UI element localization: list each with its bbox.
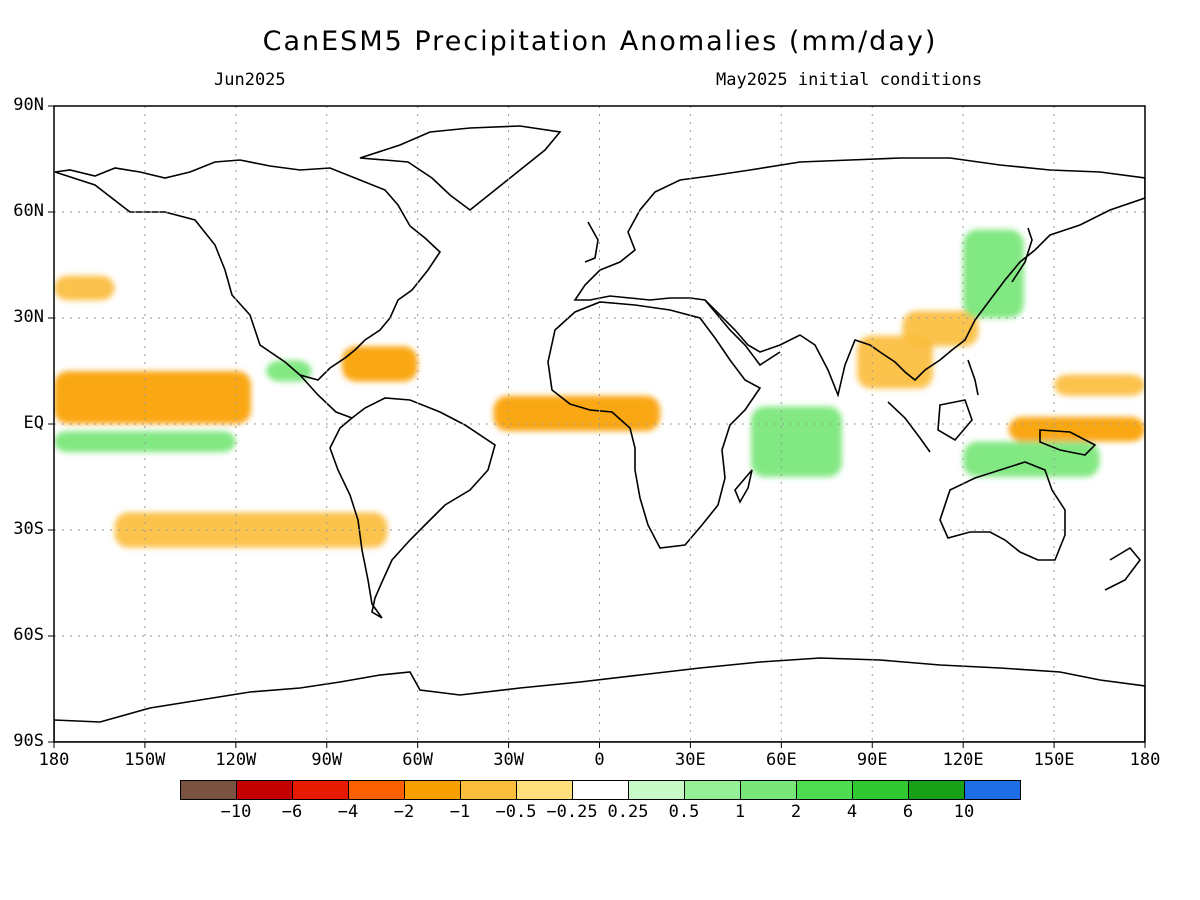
lon-label-150E: 150E (1033, 750, 1075, 770)
map-title: CanESM5 Precipitation Anomalies (mm/day) (262, 26, 938, 57)
lat-label-30N: 30N (13, 307, 44, 327)
coastlines (54, 125, 1145, 742)
anomaly-region-6 (1008, 416, 1145, 442)
anomaly-region-13 (54, 275, 115, 301)
anomaly-region-0 (54, 371, 251, 424)
colorbar-swatch-6 (516, 780, 573, 800)
colorbar-swatch-1 (236, 780, 293, 800)
colorbar-swatch-5 (460, 780, 517, 800)
anomaly-region-2 (341, 346, 418, 382)
lon-label-60W: 60W (402, 750, 434, 770)
colorbar-swatch-9 (684, 780, 741, 800)
coast-new-zealand (1104, 546, 1142, 591)
colorbar-swatch-12 (852, 780, 909, 800)
colorbar-swatch-3 (348, 780, 405, 800)
valid-month-label: Jun2025 (214, 70, 286, 90)
colorbar-swatch-11 (796, 780, 853, 800)
colorbar-label: 2 (790, 802, 802, 822)
colorbar-label: 0.25 (607, 802, 649, 822)
anomaly-region-7 (114, 512, 388, 548)
colorbar-label: 6 (902, 802, 914, 822)
lon-label-30E: 30E (675, 750, 706, 770)
axis-ticks (48, 105, 1146, 748)
lon-label-0: 0 (594, 750, 605, 770)
init-conditions-label: May2025 initial conditions (716, 70, 983, 90)
coast-japan (1011, 227, 1033, 283)
lon-label-30W: 30W (493, 750, 524, 770)
lat-label-60S: 60S (13, 625, 44, 645)
coast-new-guinea (1039, 429, 1097, 456)
lat-label-EQ: EQ (23, 413, 44, 433)
anomaly-field (54, 229, 1145, 548)
coast-greenland (359, 125, 562, 212)
coast-sumatra (887, 401, 931, 453)
coast-antarctica (54, 657, 1145, 742)
lon-label-180: 180 (1129, 750, 1161, 770)
colorbar-swatch-8 (628, 780, 685, 800)
colorbar-swatch-2 (292, 780, 349, 800)
lat-label-60N: 60N (13, 201, 44, 221)
anomaly-region-11 (54, 431, 236, 453)
lat-label-90N: 90N (13, 95, 44, 115)
colorbar-swatch-7 (572, 780, 629, 800)
lon-label-120E: 120E (942, 750, 984, 770)
coast-australia (939, 461, 1066, 561)
lat-label-90S: 90S (13, 731, 44, 751)
colorbar-label: 0.5 (668, 802, 700, 822)
colorbar-label: 1 (734, 802, 746, 822)
colorbar-swatch-13 (908, 780, 965, 800)
coast-borneo (937, 399, 973, 442)
coast-arabia (704, 299, 781, 367)
coast-madagascar (734, 469, 753, 504)
lon-label-90W: 90W (311, 750, 343, 770)
colorbar-label: 10 (953, 802, 975, 822)
lon-label-60E: 60E (765, 750, 797, 770)
colorbar-label: −0.5 (495, 802, 537, 822)
colorbar-swatch-10 (740, 780, 797, 800)
coast-eurasia (573, 157, 1145, 398)
anomaly-region-8 (751, 406, 842, 477)
colorbar-swatch-0 (180, 780, 237, 800)
coast-north-america (54, 159, 442, 381)
anomaly-region-12 (266, 360, 312, 382)
anomaly-region-5 (1054, 374, 1145, 396)
colorbar-label: −2 (393, 802, 415, 822)
lon-label-120W: 120W (215, 750, 257, 770)
lon-label-150W: 150W (124, 750, 166, 770)
lat-label-30S: 30S (13, 519, 44, 539)
anomaly-region-4 (902, 310, 979, 347)
coast-south-america (299, 374, 496, 619)
colorbar-label: −0.25 (546, 802, 598, 822)
colorbar-label: −4 (337, 802, 359, 822)
anomaly-region-9 (963, 441, 1100, 477)
lon-label-90E: 90E (856, 750, 888, 770)
anomaly-region-10 (963, 229, 1024, 318)
colorbar-label: 4 (846, 802, 858, 822)
colorbar-swatch-4 (404, 780, 461, 800)
coast-philippines (967, 359, 979, 396)
colorbar-label: −10 (220, 802, 252, 822)
graticule (54, 106, 1145, 742)
anomaly-region-1 (493, 395, 661, 432)
lon-label-180: 180 (38, 750, 70, 770)
coast-uk (584, 221, 599, 263)
colorbar-label: −6 (281, 802, 303, 822)
colorbar-label: −1 (449, 802, 471, 822)
colorbar-swatch-14 (964, 780, 1021, 800)
